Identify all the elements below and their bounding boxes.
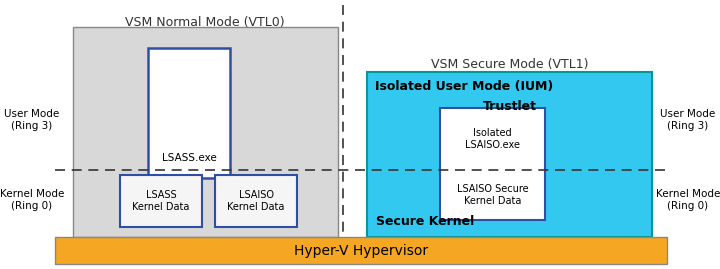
Bar [440, 108, 545, 220]
Text: User Mode
(Ring 3): User Mode (Ring 3) [660, 109, 716, 131]
Bar [148, 48, 230, 178]
Text: Kernel Mode
(Ring 0): Kernel Mode (Ring 0) [0, 189, 64, 211]
Text: User Mode
(Ring 3): User Mode (Ring 3) [4, 109, 60, 131]
Text: VSM Secure Mode (VTL1): VSM Secure Mode (VTL1) [431, 58, 589, 71]
Bar [120, 175, 202, 227]
Text: Isolated
LSAISO.exe: Isolated LSAISO.exe [465, 128, 520, 150]
Text: LSASS
Kernel Data: LSASS Kernel Data [132, 190, 189, 212]
Bar [367, 72, 652, 237]
Bar [73, 27, 338, 237]
Text: Trustlet: Trustlet [483, 100, 537, 113]
Text: Secure Kernel: Secure Kernel [376, 215, 474, 228]
Text: LSASS.exe: LSASS.exe [161, 153, 217, 163]
Text: LSAISO Secure
Kernel Data: LSAISO Secure Kernel Data [456, 184, 528, 206]
Bar [215, 175, 297, 227]
Text: VSM Normal Mode (VTL0): VSM Normal Mode (VTL0) [125, 16, 285, 29]
Text: LSAISO
Kernel Data: LSAISO Kernel Data [228, 190, 284, 212]
Text: Isolated User Mode (IUM): Isolated User Mode (IUM) [375, 80, 553, 93]
Text: Hyper-V Hypervisor: Hyper-V Hypervisor [294, 243, 428, 257]
Text: Kernel Mode
(Ring 0): Kernel Mode (Ring 0) [656, 189, 720, 211]
Bar [55, 237, 667, 264]
